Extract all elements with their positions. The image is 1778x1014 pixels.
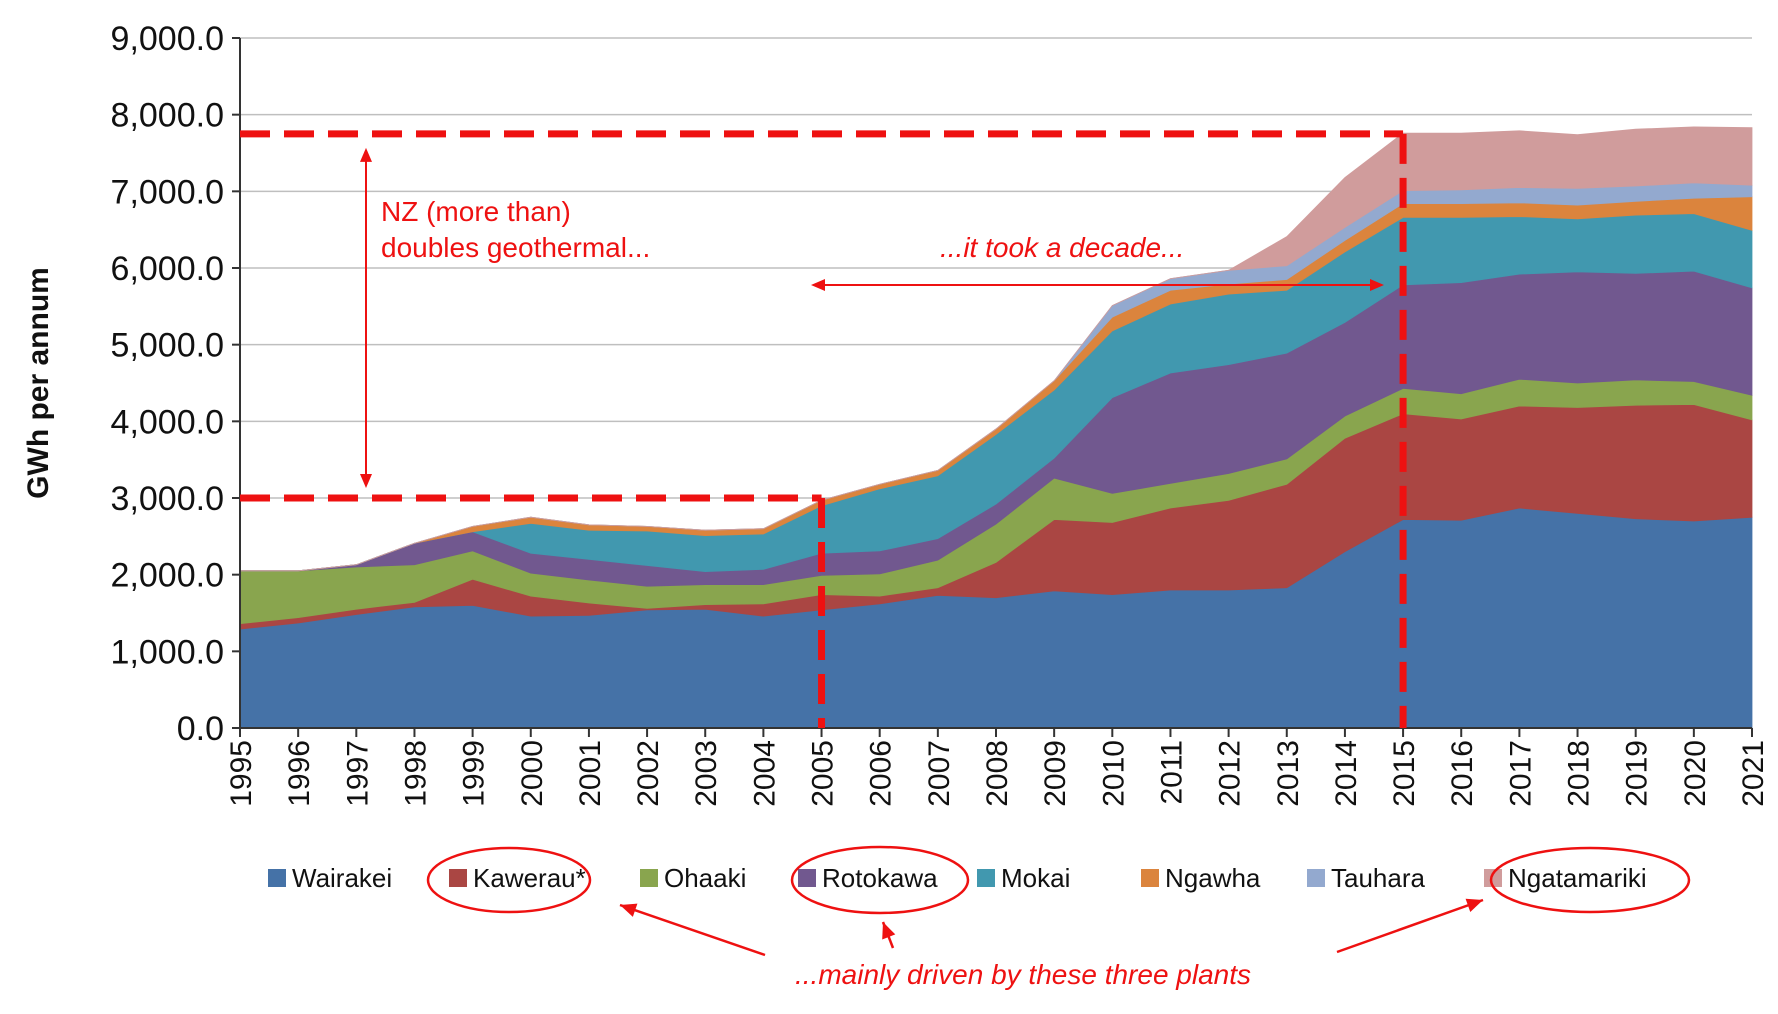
circle-kawerau: [426, 846, 592, 914]
legend-swatch-ohaaki: [640, 869, 658, 887]
x-tick-label: 2018: [1563, 740, 1596, 807]
legend-swatch-mokai: [977, 869, 995, 887]
legend-label-ngatamariki: Ngatamariki: [1508, 863, 1647, 893]
legend-label-ohaaki: Ohaaki: [664, 863, 746, 893]
arrowhead-down: [360, 474, 372, 488]
x-tick-label: 2001: [574, 740, 607, 807]
pointer-to-ngatamariki: [1336, 898, 1484, 954]
x-tick-label: 2007: [923, 740, 956, 807]
area-series-layer: [239, 126, 1753, 729]
pointer-arrows: [619, 898, 1484, 957]
x-axis-ticks: 1995 1996 1997 1998 1999 2000 2001 2002 2003 2004…: [225, 728, 1770, 807]
x-tick-label: 2015: [1388, 740, 1421, 807]
x-tick-label: 2014: [1330, 740, 1363, 807]
circle-rotokawa: [790, 845, 970, 915]
legend-swatch-ngawha: [1141, 869, 1159, 887]
x-tick-label: 2000: [516, 740, 549, 807]
y-tick-label: 4,000.0: [111, 403, 224, 441]
x-tick-label: 1997: [341, 740, 374, 807]
y-tick-label: 8,000.0: [111, 97, 224, 135]
x-tick-label: 2009: [1039, 740, 1072, 807]
x-tick-label: 2019: [1621, 740, 1654, 807]
pointer-to-rotokawa-head: [882, 922, 896, 940]
x-tick-label: 2016: [1446, 740, 1479, 807]
x-tick-label: 2005: [807, 740, 840, 807]
x-tick-label: 2006: [865, 740, 898, 807]
x-tick-label: 1996: [283, 740, 316, 807]
legend-label-mokai: Mokai: [1001, 863, 1070, 893]
pointer-to-kawerau: [619, 903, 766, 957]
circle-ngatamariki: [1489, 846, 1691, 914]
x-tick-label: 2008: [981, 740, 1014, 807]
legend-label-wairakei: Wairakei: [292, 863, 392, 893]
x-tick-label: 2017: [1504, 740, 1537, 807]
area-ngatamariki: [240, 126, 1753, 572]
legend-swatch-tauhara: [1307, 869, 1325, 887]
legend: Wairakei Kawerau* Ohaaki Rotokawa Mokai Ngawh…: [268, 863, 1647, 893]
y-tick-label: 2,000.0: [111, 557, 224, 595]
x-tick-label: 2011: [1155, 740, 1188, 805]
x-tick-label: 2004: [748, 740, 781, 807]
x-tick-label: 2003: [690, 740, 723, 807]
y-tick-label: 6,000.0: [111, 250, 224, 288]
x-tick-label: 2020: [1679, 740, 1712, 807]
y-tick-label: 7,000.0: [111, 173, 224, 211]
pointer-to-ngatamariki-head: [1465, 898, 1483, 912]
arrowhead-up: [360, 147, 372, 162]
doubling-note-line1: NZ (more than): [381, 196, 571, 227]
legend-swatch-kawerau: [449, 869, 467, 887]
arrowhead-right: [1370, 279, 1384, 291]
y-axis-ticks: 0.0 1,000.0 2,000.0 3,000.0 4,000.0 5,000.0 6,…: [111, 20, 240, 748]
x-tick-label: 2010: [1097, 740, 1130, 807]
y-tick-label: 1,000.0: [111, 633, 224, 671]
legend-swatch-ngatamariki: [1484, 869, 1502, 887]
x-tick-label: 1995: [225, 740, 258, 807]
plants-note: ...mainly driven by these three plants: [795, 959, 1251, 990]
x-tick-label: 2013: [1272, 740, 1305, 807]
x-tick-label: 2021: [1737, 740, 1770, 807]
arrowheads: [360, 147, 1384, 488]
x-tick-label: 1998: [399, 740, 432, 807]
arrowhead-left: [811, 279, 825, 291]
y-tick-label: 5,000.0: [111, 327, 224, 365]
decade-note: ...it took a decade...: [940, 232, 1184, 263]
legend-swatch-rotokawa: [798, 869, 816, 887]
doubling-note-line2: doubles geothermal...: [381, 232, 650, 263]
x-tick-label: 1999: [458, 740, 491, 807]
legend-label-ngawha: Ngawha: [1165, 863, 1261, 893]
y-axis-title: GWh per annum: [22, 267, 55, 499]
pointer-to-kawerau-head: [620, 903, 638, 917]
x-tick-label: 2012: [1214, 740, 1247, 807]
legend-swatch-wairakei: [268, 869, 286, 887]
y-tick-label: 3,000.0: [111, 480, 224, 518]
y-tick-label: 9,000.0: [111, 20, 224, 58]
legend-label-rotokawa: Rotokawa: [822, 863, 938, 893]
y-tick-label: 0.0: [177, 710, 224, 748]
legend-label-kawerau: Kawerau*: [473, 863, 586, 893]
annotations: NZ (more than) doubles geothermal... ...…: [240, 130, 1691, 990]
legend-label-tauhara: Tauhara: [1331, 863, 1425, 893]
x-tick-label: 2002: [632, 740, 665, 807]
